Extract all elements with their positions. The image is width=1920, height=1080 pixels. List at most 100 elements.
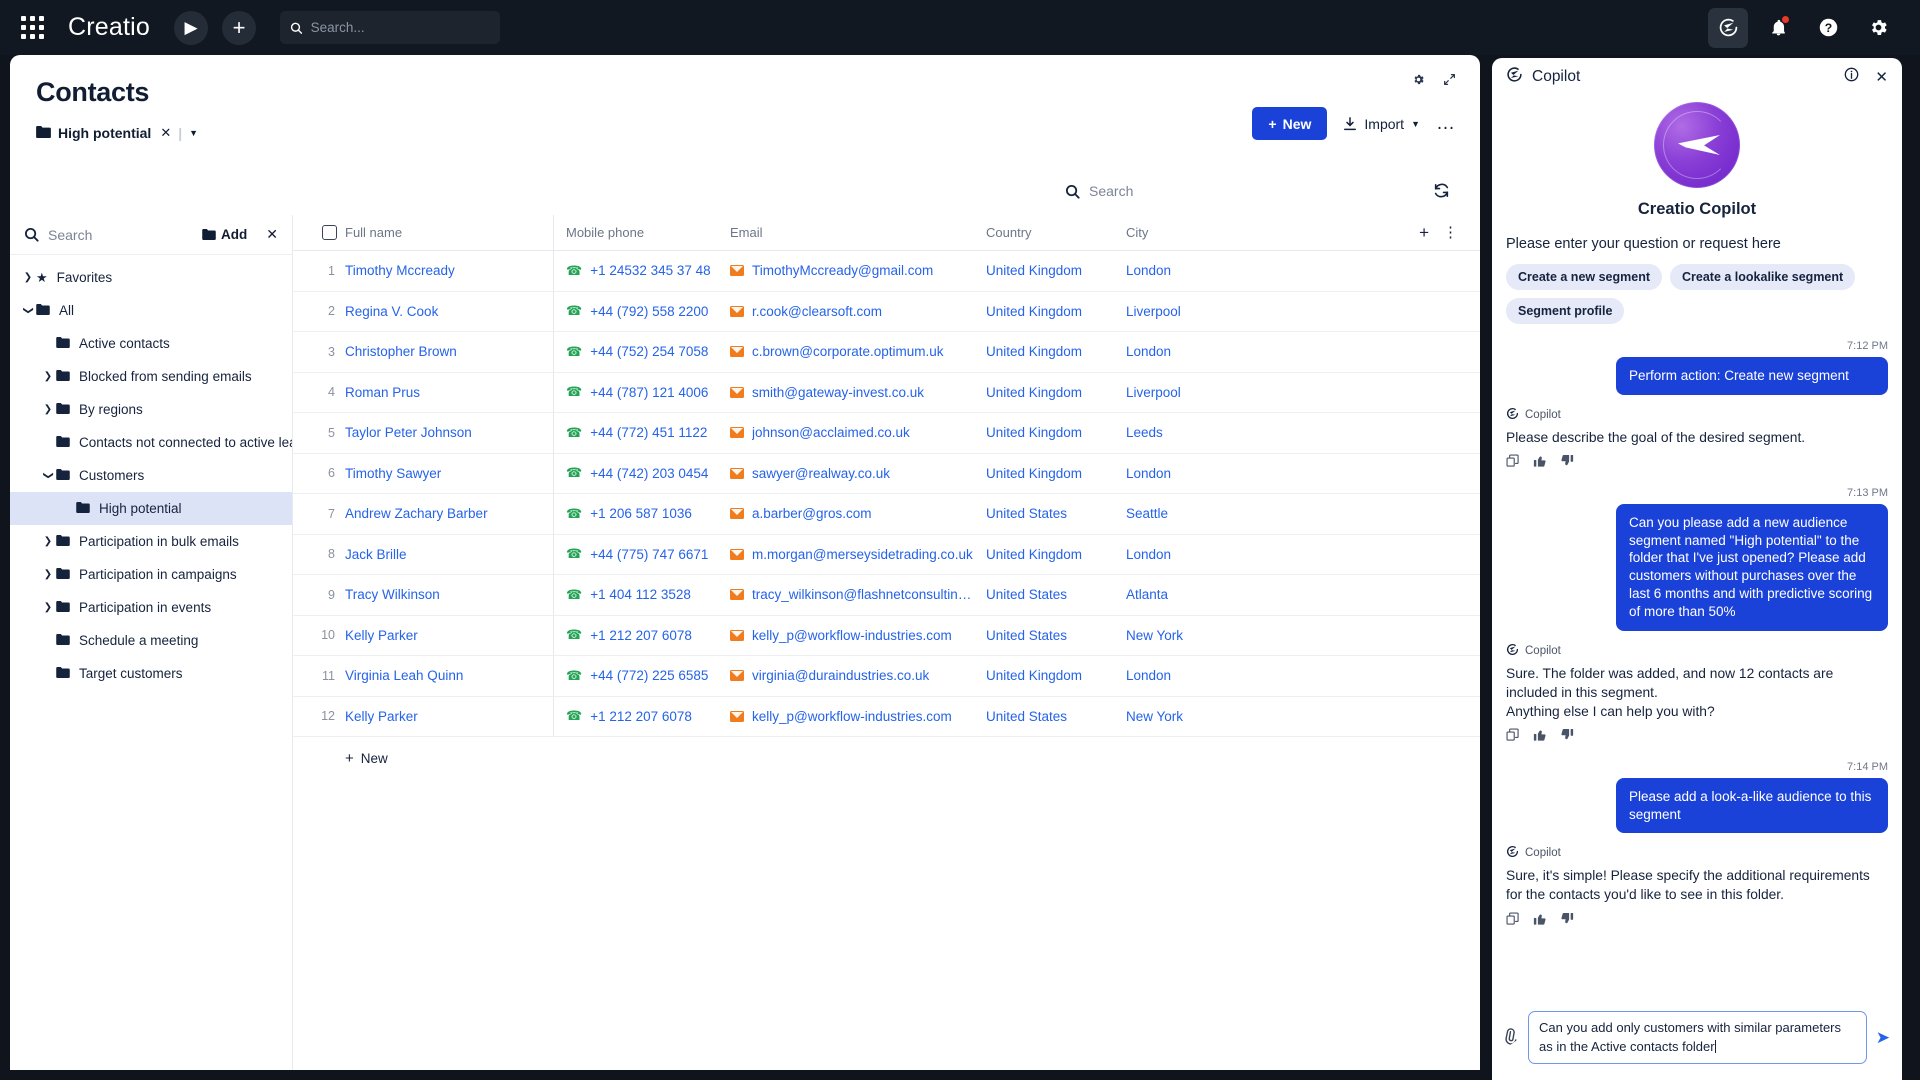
copilot-icon[interactable] xyxy=(1708,7,1748,48)
table-row[interactable]: 1 Timothy Mccready ☎ +1 24532 345 37 48 Timo… xyxy=(293,251,1480,292)
list-search-placeholder[interactable]: Search xyxy=(1089,183,1134,199)
phone-link[interactable]: +44 (772) 225 6585 xyxy=(590,668,709,684)
city-link[interactable]: Liverpool xyxy=(1126,384,1181,400)
send-icon[interactable]: ➤ xyxy=(1875,1027,1890,1047)
country-link[interactable]: United Kingdom xyxy=(986,303,1083,319)
chevron-right-icon[interactable]: ❯ xyxy=(43,569,53,580)
contact-name-link[interactable]: Christopher Brown xyxy=(345,344,457,360)
country-link[interactable]: United States xyxy=(986,506,1068,522)
phone-link[interactable]: +1 212 207 6078 xyxy=(590,627,692,643)
breadcrumb-folder-label[interactable]: High potential xyxy=(58,125,152,141)
phone-link[interactable]: +44 (742) 203 0454 xyxy=(590,465,709,481)
city-link[interactable]: Leeds xyxy=(1126,425,1163,441)
notifications-bell-icon[interactable] xyxy=(1758,8,1798,48)
country-link[interactable]: United Kingdom xyxy=(986,344,1083,360)
contact-name-link[interactable]: Kelly Parker xyxy=(345,708,418,724)
city-link[interactable]: London xyxy=(1126,668,1172,684)
column-header-mobile-phone[interactable]: Mobile phone xyxy=(553,214,718,251)
thumbs-down-icon[interactable] xyxy=(1560,912,1574,929)
country-link[interactable]: United Kingdom xyxy=(986,425,1083,441)
city-link[interactable]: New York xyxy=(1126,708,1184,724)
contact-name-link[interactable]: Andrew Zachary Barber xyxy=(345,506,488,522)
play-icon[interactable]: ▶ xyxy=(174,10,208,45)
country-link[interactable]: United Kingdom xyxy=(986,546,1083,562)
country-link[interactable]: United States xyxy=(986,587,1068,603)
table-row[interactable]: 6 Timothy Sawyer ☎ +44 (742) 203 0454 sawyer… xyxy=(293,453,1480,494)
email-link[interactable]: tracy_wilkinson@flashnetconsulting.c… xyxy=(752,587,978,603)
add-new-row-button[interactable]: + New xyxy=(293,737,1480,779)
column-header-full-name[interactable]: Full name xyxy=(345,225,403,240)
table-row[interactable]: 2 Regina V. Cook ☎ +44 (792) 558 2200 r.cook… xyxy=(293,291,1480,332)
country-link[interactable]: United Kingdom xyxy=(986,263,1083,279)
email-link[interactable]: sawyer@realway.co.uk xyxy=(752,465,890,481)
phone-link[interactable]: +44 (792) 558 2200 xyxy=(590,303,709,319)
import-button[interactable]: Import ▼ xyxy=(1343,116,1420,132)
contact-name-link[interactable]: Regina V. Cook xyxy=(345,303,439,319)
tree-item-participation-in-events[interactable]: ❯ Participation in events xyxy=(10,591,292,624)
global-search-input[interactable] xyxy=(310,20,490,35)
email-link[interactable]: TimothyMccready@gmail.com xyxy=(752,263,934,279)
plus-icon[interactable]: + xyxy=(1419,222,1429,242)
city-link[interactable]: Seattle xyxy=(1126,506,1169,522)
contact-name-link[interactable]: Kelly Parker xyxy=(345,627,418,643)
email-link[interactable]: c.brown@corporate.optimum.uk xyxy=(752,344,944,360)
table-row[interactable]: 11 Virginia Leah Quinn ☎ +44 (772) 225 6585… xyxy=(293,656,1480,697)
copy-icon[interactable] xyxy=(1506,728,1520,745)
country-link[interactable]: United Kingdom xyxy=(986,384,1083,400)
suggestion-chip[interactable]: Segment profile xyxy=(1506,298,1625,324)
city-link[interactable]: London xyxy=(1126,344,1172,360)
phone-link[interactable]: +44 (772) 451 1122 xyxy=(590,425,708,441)
global-search[interactable] xyxy=(280,11,500,44)
table-row[interactable]: 7 Andrew Zachary Barber ☎ +1 206 587 1036 a.… xyxy=(293,494,1480,535)
info-icon[interactable] xyxy=(1844,67,1859,87)
column-header-city[interactable]: City xyxy=(1126,225,1149,240)
tree-item-schedule-a-meeting[interactable]: Schedule a meeting xyxy=(10,624,292,657)
email-link[interactable]: kelly_p@workflow-industries.com xyxy=(752,708,952,724)
phone-link[interactable]: +1 404 112 3528 xyxy=(590,587,691,603)
new-button[interactable]: + New xyxy=(1252,107,1328,140)
table-row[interactable]: 12 Kelly Parker ☎ +1 212 207 6078 kelly_p@wo… xyxy=(293,696,1480,737)
refresh-icon[interactable] xyxy=(1433,182,1450,204)
select-all-checkbox[interactable] xyxy=(322,225,337,240)
thumbs-down-icon[interactable] xyxy=(1560,454,1574,471)
chevron-down-icon[interactable]: ❯ xyxy=(42,471,54,480)
paperclip-icon[interactable] xyxy=(1500,1025,1524,1050)
thumbs-up-icon[interactable] xyxy=(1533,454,1547,471)
list-search[interactable]: Search xyxy=(1065,183,1133,199)
country-link[interactable]: United Kingdom xyxy=(986,465,1083,481)
tree-item-by-regions[interactable]: ❯ By regions xyxy=(10,393,292,426)
email-link[interactable]: kelly_p@workflow-industries.com xyxy=(752,627,952,643)
table-row[interactable]: 8 Jack Brille ☎ +44 (775) 747 6671 m.morgan@… xyxy=(293,534,1480,575)
chevron-right-icon[interactable]: ❯ xyxy=(43,371,53,382)
help-icon[interactable]: ? xyxy=(1808,8,1848,48)
thumbs-up-icon[interactable] xyxy=(1533,912,1547,929)
phone-link[interactable]: +1 24532 345 37 48 xyxy=(590,263,711,279)
country-link[interactable]: United Kingdom xyxy=(986,668,1083,684)
contact-name-link[interactable]: Timothy Mccready xyxy=(345,263,455,279)
tree-item-participation-in-campaigns[interactable]: ❯ Participation in campaigns xyxy=(10,558,292,591)
phone-link[interactable]: +1 212 207 6078 xyxy=(590,708,692,724)
country-link[interactable]: United States xyxy=(986,627,1068,643)
tree-item-all[interactable]: ❯ All xyxy=(10,294,292,327)
suggestion-chip[interactable]: Create a lookalike segment xyxy=(1670,264,1856,290)
email-link[interactable]: johnson@acclaimed.co.uk xyxy=(752,425,910,441)
brand-logo[interactable]: Creatio xyxy=(68,13,150,41)
close-icon[interactable]: ✕ xyxy=(1875,69,1888,86)
thumbs-down-icon[interactable] xyxy=(1560,728,1574,745)
tree-item-favorites[interactable]: ❯ ★ Favorites xyxy=(10,261,292,294)
tree-item-customers[interactable]: ❯ Customers xyxy=(10,459,292,492)
contact-name-link[interactable]: Roman Prus xyxy=(345,384,421,400)
contact-name-link[interactable]: Tracy Wilkinson xyxy=(345,587,440,603)
email-link[interactable]: a.barber@gros.com xyxy=(752,506,872,522)
table-row[interactable]: 9 Tracy Wilkinson ☎ +1 404 112 3528 tracy_wi… xyxy=(293,575,1480,616)
table-row[interactable]: 5 Taylor Peter Johnson ☎ +44 (772) 451 1122… xyxy=(293,413,1480,454)
thumbs-up-icon[interactable] xyxy=(1533,728,1547,745)
kebab-icon[interactable]: ⋮ xyxy=(1443,223,1458,241)
phone-link[interactable]: +44 (775) 747 6671 xyxy=(590,546,709,562)
email-link[interactable]: m.morgan@merseysidetrading.co.uk xyxy=(752,546,973,562)
close-icon[interactable]: ✕ xyxy=(266,226,278,242)
chevron-down-icon[interactable]: ▼ xyxy=(189,128,199,138)
add-folder-button[interactable]: Add xyxy=(202,227,247,242)
copy-icon[interactable] xyxy=(1506,454,1520,471)
plus-icon[interactable]: + xyxy=(222,10,256,45)
